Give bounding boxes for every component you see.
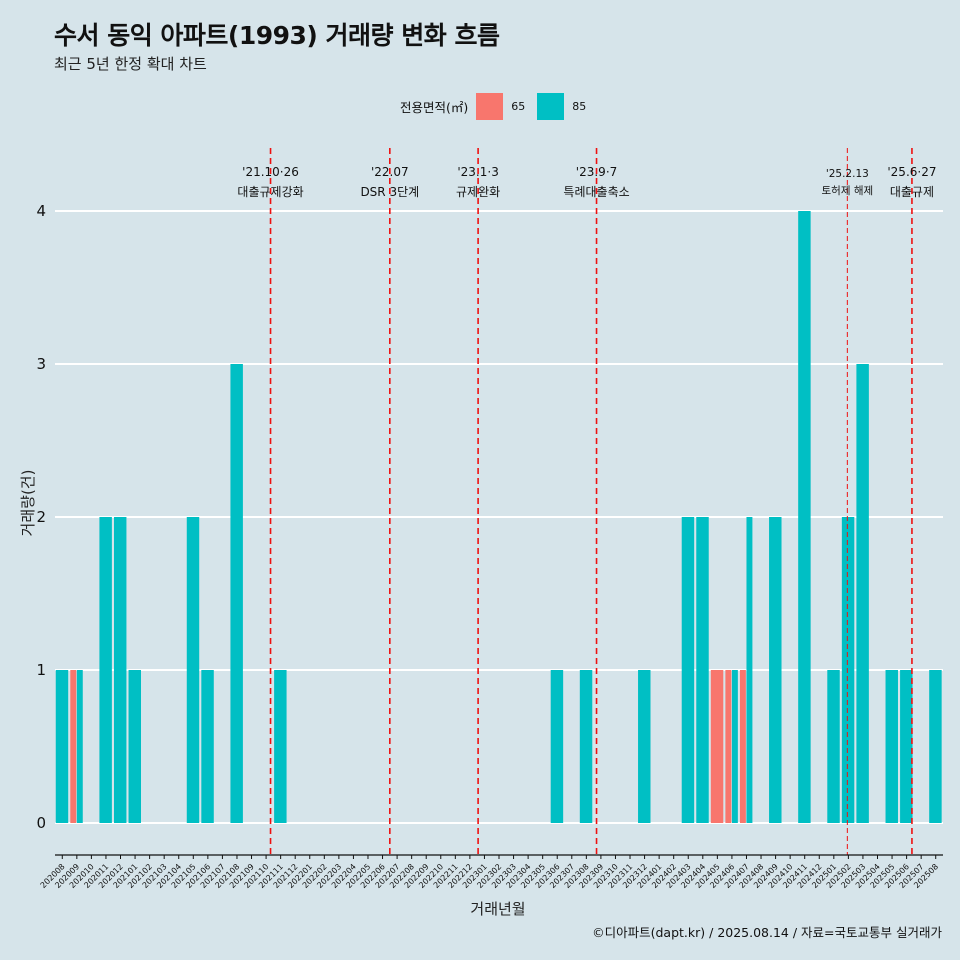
legend: 전용면적(㎡) 65 85 bbox=[400, 93, 598, 120]
bar-202105-85 bbox=[186, 517, 200, 823]
bar-202106-85 bbox=[201, 670, 214, 823]
event-text-4: 토허제 해제 bbox=[822, 184, 874, 197]
bar-202403-85 bbox=[681, 517, 695, 823]
bar-202502-85 bbox=[841, 517, 855, 823]
event-lines: '21.10·26 대출규제강화 '22.07 DSR 3단계 '23.1·3 규제완화 '… bbox=[237, 148, 936, 855]
event-date-0: '21.10·26 bbox=[242, 165, 299, 179]
event-date-5: '25.6·27 bbox=[887, 165, 936, 179]
bar-202406-65 bbox=[725, 670, 732, 823]
bars bbox=[55, 211, 942, 823]
source-caption: ©디아파트(dapt.kr) / 2025.08.14 / 자료=국토교통부 실… bbox=[592, 925, 942, 940]
chart-subtitle: 최근 5년 한정 확대 차트 bbox=[54, 55, 207, 73]
bar-202407-65 bbox=[739, 670, 746, 823]
event-text-1: DSR 3단계 bbox=[360, 185, 419, 199]
y-tick-label-2: 2 bbox=[36, 508, 46, 526]
bar-202009-85 bbox=[76, 670, 83, 823]
bar-202506-85 bbox=[900, 670, 913, 823]
event-text-0: 대출규제강화 bbox=[237, 185, 303, 199]
bar-202508-85 bbox=[929, 670, 942, 823]
legend-key-65 bbox=[476, 93, 504, 120]
event-date-3: '23.9·7 bbox=[576, 165, 617, 179]
legend-label-85: 85 bbox=[572, 100, 587, 113]
bar-202011-85 bbox=[99, 517, 112, 823]
bar-202503-85 bbox=[856, 364, 869, 823]
bar-202405-65 bbox=[710, 670, 724, 823]
bar-202108-85 bbox=[230, 364, 243, 823]
bar-202312-85 bbox=[638, 670, 651, 823]
bar-202111-85 bbox=[274, 670, 287, 823]
y-tick-label-1: 1 bbox=[36, 661, 46, 679]
legend-title: 전용면적(㎡) bbox=[400, 100, 469, 115]
axes: 0123420200820200920201020201120201220210… bbox=[36, 202, 943, 890]
bar-202406-85 bbox=[731, 670, 738, 823]
bar-202306-85 bbox=[550, 670, 564, 823]
bar-202407-85 bbox=[746, 517, 753, 823]
y-tick-label-3: 3 bbox=[36, 355, 46, 373]
bar-202308-85 bbox=[579, 670, 593, 823]
bar-202409-85 bbox=[769, 517, 782, 823]
event-text-2: 규제완화 bbox=[456, 185, 500, 199]
bar-202012-85 bbox=[113, 517, 127, 823]
bar-202505-85 bbox=[885, 670, 898, 823]
event-text-3: 특례대출축소 bbox=[563, 185, 629, 199]
chart-title: 수서 동익 아파트(1993) 거래량 변화 흐름 bbox=[54, 21, 500, 50]
event-date-4: '25.2.13 bbox=[826, 168, 869, 180]
bar-202008-85 bbox=[55, 670, 69, 823]
y-tick-label-4: 4 bbox=[36, 202, 46, 220]
bar-202411-85 bbox=[798, 211, 811, 823]
bar-202501-85 bbox=[827, 670, 840, 823]
event-date-1: '22.07 bbox=[371, 165, 409, 179]
legend-label-65: 65 bbox=[511, 100, 526, 113]
legend-key-85 bbox=[537, 93, 565, 120]
bar-202101-85 bbox=[128, 670, 141, 823]
y-tick-label-0: 0 bbox=[36, 814, 46, 832]
y-axis-title: 거래량(건) bbox=[19, 470, 37, 537]
bar-202009-65 bbox=[70, 670, 77, 823]
event-date-2: '23.1·3 bbox=[457, 165, 498, 179]
x-axis-title: 거래년월 bbox=[470, 900, 525, 918]
event-text-5: 대출규제 bbox=[890, 185, 934, 199]
bar-202404-85 bbox=[696, 517, 709, 823]
